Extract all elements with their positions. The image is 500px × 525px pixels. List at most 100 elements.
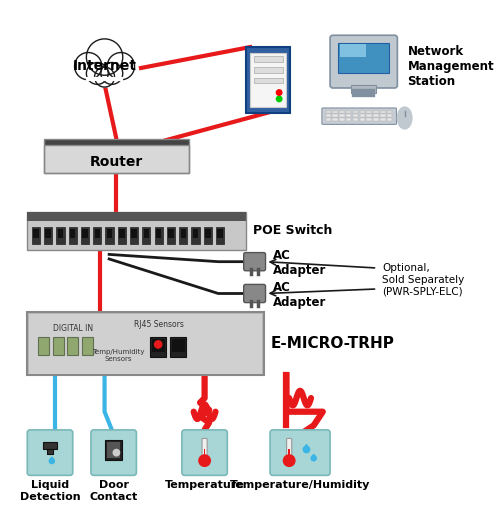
FancyBboxPatch shape	[142, 227, 150, 244]
FancyBboxPatch shape	[366, 114, 372, 117]
Polygon shape	[312, 454, 316, 458]
FancyBboxPatch shape	[58, 229, 63, 238]
FancyBboxPatch shape	[106, 440, 122, 460]
FancyBboxPatch shape	[387, 111, 392, 113]
FancyBboxPatch shape	[170, 337, 186, 357]
FancyBboxPatch shape	[68, 227, 77, 244]
FancyBboxPatch shape	[144, 229, 149, 238]
FancyBboxPatch shape	[254, 78, 283, 83]
FancyBboxPatch shape	[28, 212, 246, 221]
FancyBboxPatch shape	[380, 118, 386, 121]
Text: AC
Adapter: AC Adapter	[273, 249, 326, 278]
FancyBboxPatch shape	[338, 43, 389, 74]
FancyBboxPatch shape	[179, 227, 188, 244]
Circle shape	[113, 449, 119, 456]
Bar	[44, 139, 189, 173]
FancyBboxPatch shape	[387, 114, 392, 117]
Ellipse shape	[398, 107, 412, 129]
FancyBboxPatch shape	[332, 111, 338, 113]
Text: DIGITAL IN: DIGITAL IN	[52, 323, 93, 332]
FancyBboxPatch shape	[351, 85, 376, 92]
FancyBboxPatch shape	[339, 118, 344, 121]
Circle shape	[74, 52, 102, 80]
FancyBboxPatch shape	[118, 227, 126, 244]
FancyBboxPatch shape	[326, 118, 331, 121]
FancyBboxPatch shape	[216, 227, 224, 244]
FancyBboxPatch shape	[254, 67, 283, 72]
Polygon shape	[304, 445, 308, 448]
Text: E-MICRO-TRHP: E-MICRO-TRHP	[271, 336, 395, 351]
FancyBboxPatch shape	[46, 229, 51, 238]
Text: Internet: Internet	[72, 59, 136, 73]
FancyBboxPatch shape	[132, 229, 137, 238]
Circle shape	[199, 455, 210, 466]
Text: Network
Management
Station: Network Management Station	[408, 45, 494, 88]
Text: Temp/Humidity
Sensors: Temp/Humidity Sensors	[92, 349, 144, 362]
Circle shape	[108, 52, 134, 80]
FancyBboxPatch shape	[154, 227, 163, 244]
Circle shape	[304, 446, 310, 453]
Text: Door
Contact: Door Contact	[90, 480, 138, 501]
FancyBboxPatch shape	[244, 285, 266, 302]
FancyBboxPatch shape	[330, 35, 398, 88]
Circle shape	[86, 62, 108, 85]
FancyBboxPatch shape	[192, 227, 200, 244]
Text: AC
Adapter: AC Adapter	[273, 281, 326, 309]
FancyBboxPatch shape	[32, 227, 40, 244]
FancyBboxPatch shape	[172, 339, 184, 352]
Text: RJ45 Sensors: RJ45 Sensors	[134, 320, 184, 329]
FancyBboxPatch shape	[339, 114, 344, 117]
Circle shape	[50, 458, 54, 464]
FancyBboxPatch shape	[204, 227, 212, 244]
FancyBboxPatch shape	[380, 114, 386, 117]
FancyBboxPatch shape	[94, 229, 100, 238]
FancyBboxPatch shape	[52, 337, 64, 355]
Circle shape	[101, 62, 123, 85]
FancyBboxPatch shape	[180, 229, 186, 238]
FancyBboxPatch shape	[202, 438, 207, 461]
FancyBboxPatch shape	[254, 56, 283, 61]
FancyBboxPatch shape	[44, 227, 52, 244]
FancyBboxPatch shape	[82, 229, 88, 238]
FancyBboxPatch shape	[107, 229, 112, 238]
FancyBboxPatch shape	[106, 227, 114, 244]
Text: Temperature/Humidity: Temperature/Humidity	[230, 480, 370, 490]
FancyBboxPatch shape	[360, 114, 365, 117]
FancyBboxPatch shape	[44, 145, 189, 173]
FancyBboxPatch shape	[340, 44, 365, 57]
FancyBboxPatch shape	[326, 111, 331, 113]
FancyBboxPatch shape	[70, 229, 75, 238]
FancyBboxPatch shape	[68, 337, 78, 355]
FancyBboxPatch shape	[346, 111, 352, 113]
FancyBboxPatch shape	[130, 227, 138, 244]
FancyBboxPatch shape	[346, 114, 352, 117]
FancyBboxPatch shape	[56, 227, 64, 244]
Circle shape	[86, 39, 123, 75]
FancyBboxPatch shape	[380, 111, 386, 113]
FancyBboxPatch shape	[167, 227, 175, 244]
Circle shape	[276, 96, 282, 102]
FancyBboxPatch shape	[366, 111, 372, 113]
FancyBboxPatch shape	[322, 108, 396, 124]
FancyBboxPatch shape	[44, 139, 189, 145]
FancyBboxPatch shape	[366, 118, 372, 121]
FancyBboxPatch shape	[48, 449, 52, 455]
Text: Liquid
Detection: Liquid Detection	[20, 480, 80, 501]
Circle shape	[284, 455, 295, 466]
FancyBboxPatch shape	[288, 449, 290, 461]
FancyBboxPatch shape	[28, 430, 72, 475]
FancyBboxPatch shape	[353, 118, 358, 121]
FancyBboxPatch shape	[38, 337, 49, 355]
FancyBboxPatch shape	[332, 118, 338, 121]
FancyBboxPatch shape	[353, 111, 358, 113]
Circle shape	[154, 341, 162, 348]
FancyBboxPatch shape	[286, 438, 292, 461]
FancyBboxPatch shape	[28, 312, 264, 375]
FancyBboxPatch shape	[353, 114, 358, 117]
FancyBboxPatch shape	[339, 111, 344, 113]
FancyBboxPatch shape	[156, 229, 162, 238]
FancyBboxPatch shape	[91, 430, 136, 475]
FancyBboxPatch shape	[374, 114, 378, 117]
FancyBboxPatch shape	[250, 52, 286, 107]
FancyBboxPatch shape	[182, 430, 228, 475]
